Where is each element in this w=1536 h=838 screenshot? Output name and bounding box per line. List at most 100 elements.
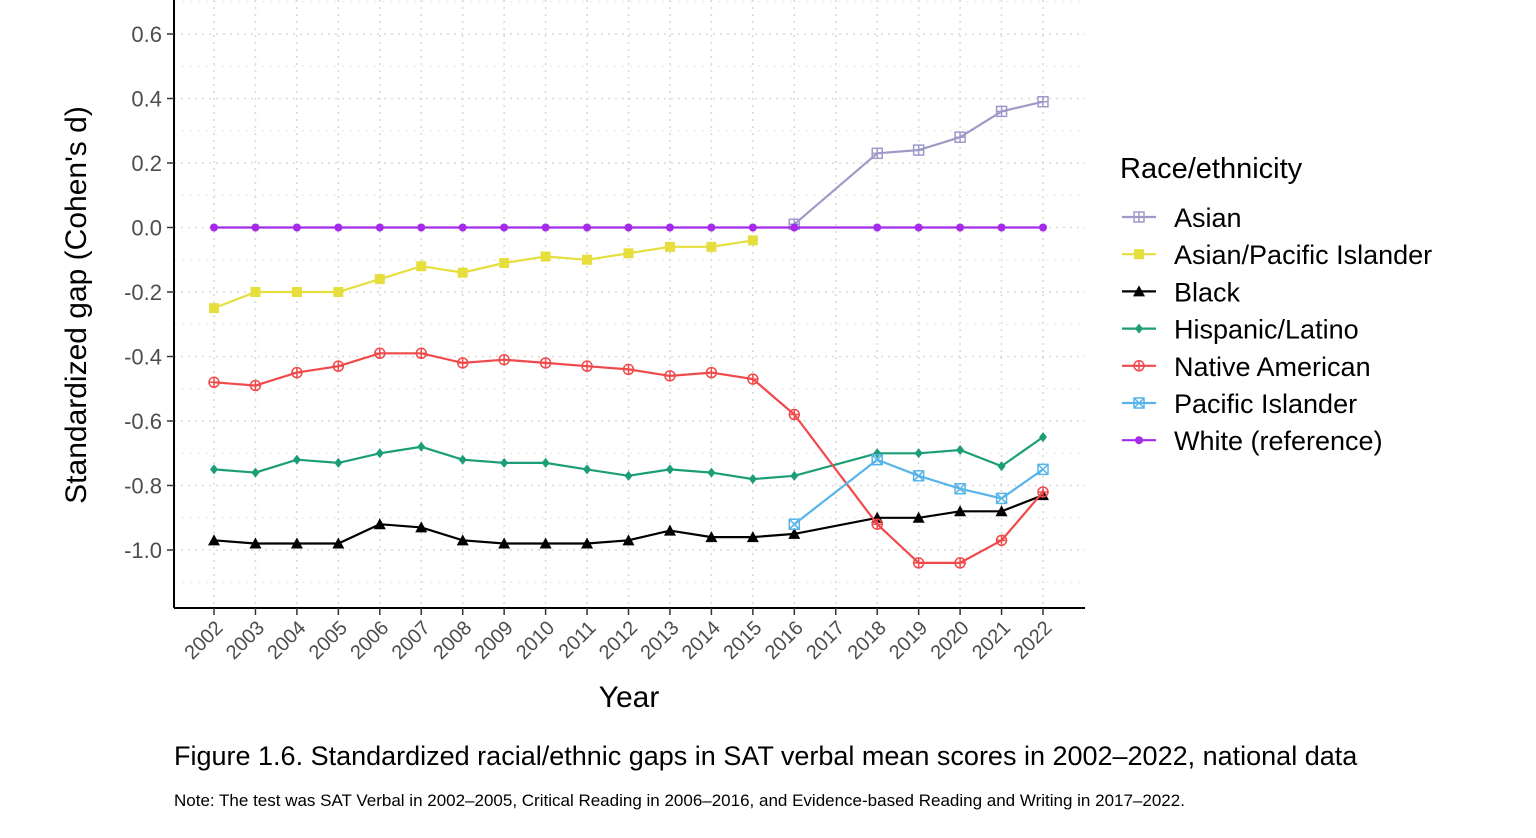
y-tick-label: 0.2 bbox=[131, 151, 162, 176]
data-point-native-american-cross bbox=[913, 557, 924, 568]
y-axis-title: Standardized gap (Cohen's d) bbox=[60, 106, 93, 504]
x-tick-label: 2019 bbox=[885, 617, 932, 664]
x-tick-label: 2012 bbox=[595, 617, 642, 664]
data-point-white-reference bbox=[292, 223, 301, 232]
data-point-hispanic-latino bbox=[292, 454, 301, 465]
data-point-pacific-islander-cross bbox=[1037, 463, 1049, 475]
data-point-asian-cross bbox=[996, 106, 1007, 117]
y-tick-label: 0.6 bbox=[131, 22, 162, 47]
data-point-hispanic-latino bbox=[500, 457, 509, 468]
line-chart: 0.60.40.20.0-0.2-0.4-0.6-0.8-1.0 2002200… bbox=[60, 0, 1432, 714]
data-point-hispanic-latino bbox=[375, 448, 384, 459]
data-point-white-reference bbox=[251, 223, 260, 232]
legend-item-asian-pacific-islander: Asian/Pacific Islander bbox=[1122, 240, 1432, 270]
data-point-hispanic-latino bbox=[748, 474, 757, 485]
data-point-hispanic-latino bbox=[251, 467, 260, 478]
legend-item-white-reference: White (reference) bbox=[1122, 426, 1383, 456]
x-tick-label: 2003 bbox=[222, 617, 269, 664]
data-point-native-american-cross bbox=[706, 367, 717, 378]
data-point-pacific-islander-cross bbox=[788, 518, 800, 530]
data-point-asian-cross bbox=[1038, 96, 1048, 107]
data-point-asian-pacific-islander bbox=[291, 287, 302, 297]
x-tick-label: 2002 bbox=[181, 617, 228, 664]
x-axis-title: Year bbox=[599, 681, 660, 714]
series-pacific-islander bbox=[788, 453, 1049, 530]
data-point-black bbox=[954, 505, 967, 517]
data-point-black bbox=[705, 531, 718, 543]
legend-item-black: Black bbox=[1122, 277, 1241, 307]
data-point-native-american-cross bbox=[789, 409, 800, 420]
data-point-white-reference bbox=[790, 223, 799, 232]
data-point-pacific-islander bbox=[912, 470, 925, 482]
legend-marker bbox=[1135, 323, 1143, 334]
data-point-pacific-islander bbox=[1037, 463, 1049, 476]
series-native-american bbox=[208, 347, 1049, 569]
data-point-native-american-cross bbox=[623, 364, 634, 375]
legend-item-hispanic-latino: Hispanic/Latino bbox=[1122, 315, 1359, 345]
data-point-black bbox=[746, 531, 759, 543]
data-point-hispanic-latino bbox=[707, 467, 716, 478]
x-tick-label: 2009 bbox=[471, 617, 518, 664]
series-white-reference bbox=[210, 223, 1047, 232]
series-black bbox=[208, 489, 1049, 549]
data-point-pacific-islander-cross bbox=[996, 492, 1008, 504]
data-point-white-reference bbox=[997, 223, 1006, 232]
legend-item-native-american: Native American bbox=[1122, 352, 1371, 382]
y-tick-label: 0.0 bbox=[131, 216, 162, 241]
data-point-asian-pacific-islander bbox=[250, 287, 261, 297]
x-tick-label: 2018 bbox=[844, 617, 891, 664]
legend-label: Native American bbox=[1174, 352, 1371, 382]
data-point-native-american-cross bbox=[333, 361, 344, 372]
y-tick-label: -0.8 bbox=[124, 474, 162, 499]
data-point-native-american-cross bbox=[209, 377, 219, 388]
data-point-hispanic-latino bbox=[624, 470, 633, 481]
series-line-hispanic-latino bbox=[213, 436, 1044, 481]
legend-item-asian: Asian bbox=[1122, 203, 1242, 233]
data-point-asian-pacific-islander bbox=[706, 241, 717, 252]
data-point-pacific-islander bbox=[954, 482, 966, 495]
data-point-white-reference bbox=[334, 223, 343, 232]
data-point-asian-pacific-islander bbox=[333, 287, 344, 297]
legend-marker bbox=[1133, 285, 1145, 297]
series-asian-pacific-islander bbox=[209, 235, 758, 314]
legend-marker-cross bbox=[1133, 397, 1145, 409]
data-point-black bbox=[208, 534, 220, 546]
x-tick-label: 2005 bbox=[305, 617, 352, 664]
legend-label: White (reference) bbox=[1174, 426, 1383, 456]
legend-marker bbox=[1135, 436, 1143, 445]
data-point-native-american-cross bbox=[416, 348, 427, 359]
x-tick-label: 2011 bbox=[555, 617, 601, 663]
data-point-asian-pacific-islander bbox=[747, 235, 758, 246]
legend-title: Race/ethnicity bbox=[1120, 153, 1303, 185]
data-point-hispanic-latino bbox=[997, 461, 1006, 472]
data-point-pacific-islander bbox=[995, 492, 1008, 505]
legend-marker-cross bbox=[1134, 212, 1144, 222]
data-point-asian-pacific-islander bbox=[499, 257, 510, 268]
figure-caption: Figure 1.6. Standardized racial/ethnic g… bbox=[174, 741, 1358, 771]
y-tick-label: -1.0 bbox=[124, 538, 162, 563]
x-tick-label: 2010 bbox=[512, 617, 559, 664]
data-point-black bbox=[663, 524, 676, 536]
legend-label: Hispanic/Latino bbox=[1174, 315, 1359, 345]
axes bbox=[173, 0, 1085, 609]
data-point-black bbox=[332, 537, 345, 549]
data-point-native-american-cross bbox=[955, 557, 966, 568]
x-tick-label: 2020 bbox=[927, 617, 974, 664]
data-point-hispanic-latino bbox=[583, 464, 592, 475]
data-point-pacific-islander-cross bbox=[913, 470, 925, 482]
y-tick-label: 0.4 bbox=[131, 87, 162, 112]
data-point-black bbox=[415, 521, 428, 533]
data-point-white-reference bbox=[748, 223, 757, 232]
data-point-pacific-islander bbox=[871, 453, 883, 466]
data-point-hispanic-latino bbox=[541, 457, 550, 468]
y-axis-ticks: 0.6 0.4 0.2 0.0 -0.2 -0.4 -0.6 -0.8 -1.0 bbox=[124, 22, 174, 563]
x-tick-label: 2013 bbox=[636, 617, 683, 664]
legend-item-pacific-islander: Pacific Islander bbox=[1122, 389, 1357, 419]
data-point-hispanic-latino bbox=[665, 464, 674, 475]
series-hispanic-latino bbox=[210, 432, 1047, 485]
data-point-native-american-cross bbox=[499, 354, 510, 365]
legend: Race/ethnicity Asian Asian/Pacific Island… bbox=[1120, 153, 1432, 456]
series-layer bbox=[208, 95, 1049, 569]
data-point-black bbox=[290, 537, 303, 549]
data-point-white-reference bbox=[375, 223, 384, 232]
